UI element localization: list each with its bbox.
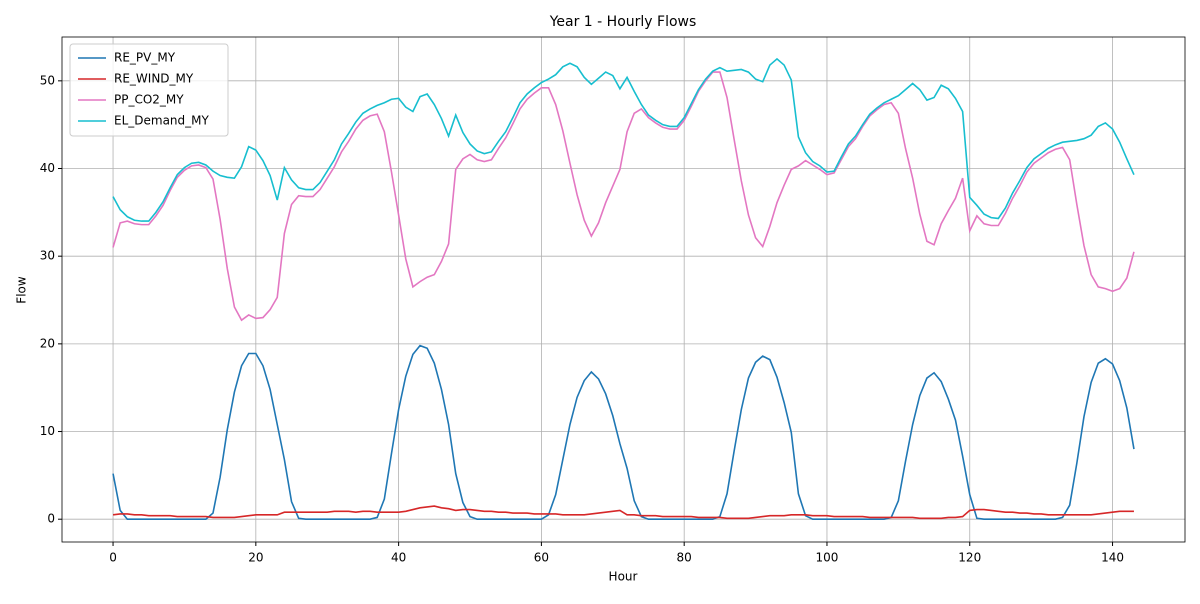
x-tick-label: 100 [816, 551, 839, 565]
y-tick-label: 30 [40, 249, 55, 263]
series-line [112, 505, 1134, 520]
x-tick-label: 140 [1101, 551, 1124, 565]
legend-box [69, 43, 229, 137]
series-line [112, 71, 1135, 322]
y-tick-label: 40 [40, 161, 55, 175]
y-tick-label: 50 [40, 73, 55, 87]
x-tick-label: 20 [248, 551, 263, 565]
y-tick-label: 0 [47, 512, 55, 526]
legend-label: EL_Demand_MY [114, 114, 210, 128]
x-tick-label: 120 [958, 551, 981, 565]
x-tick-label: 60 [534, 551, 549, 565]
chart-title: Year 1 - Hourly Flows [549, 14, 697, 30]
y-tick-label: 10 [40, 424, 55, 438]
series-line [112, 57, 1135, 222]
legend-label: PP_CO2_MY [114, 93, 184, 107]
legend-label: RE_WIND_MY [114, 72, 194, 86]
y-tick-label: 20 [40, 336, 55, 350]
x-axis-label: Hour [609, 570, 638, 584]
y-axis-label: Flow [15, 276, 29, 304]
x-tick-label: 40 [391, 551, 406, 565]
plot-frame [61, 36, 1186, 543]
legend-label: RE_PV_MY [114, 51, 176, 65]
x-tick-label: 0 [109, 551, 117, 565]
series-line [112, 344, 1135, 520]
x-tick-label: 80 [677, 551, 692, 565]
